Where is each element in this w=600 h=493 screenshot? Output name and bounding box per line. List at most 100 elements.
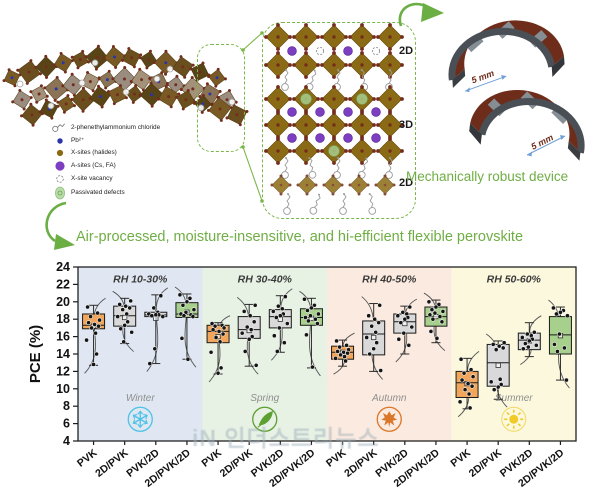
octahedron — [11, 88, 33, 111]
layer-2d-bottom — [270, 174, 396, 216]
data-point — [344, 342, 349, 348]
data-point — [461, 370, 467, 376]
data-point — [270, 308, 276, 314]
data-point — [312, 302, 317, 308]
perovskite-sheet-illustration — [2, 44, 249, 127]
data-point — [185, 356, 191, 362]
data-point — [315, 321, 320, 326]
data-point — [333, 355, 338, 361]
box-group-spring-2D-PVK-2D — [299, 290, 323, 377]
data-point — [177, 292, 183, 298]
x-tick-label: 2D/PVK — [467, 447, 505, 480]
data-point — [216, 328, 222, 334]
data-point — [374, 340, 380, 346]
data-point — [493, 347, 499, 353]
data-point — [457, 399, 463, 405]
octahedron — [156, 84, 181, 109]
octahedron — [88, 84, 113, 109]
bent-devices: 5 mm 5 mm — [425, 14, 597, 166]
pb-icon — [52, 136, 67, 146]
distribution-curve — [299, 290, 321, 377]
box-group-autumn-PVK — [331, 332, 355, 375]
device-caption: Mechanically robust device — [406, 169, 569, 184]
data-point — [151, 305, 157, 311]
data-point — [244, 324, 250, 330]
data-point — [305, 308, 310, 313]
data-point — [342, 354, 347, 360]
data-point — [531, 329, 537, 335]
data-point — [249, 334, 255, 339]
data-point — [564, 377, 569, 383]
x-tick-label: PVK — [75, 447, 100, 470]
data-point — [180, 302, 186, 308]
data-point — [343, 358, 348, 364]
data-point — [190, 314, 196, 319]
data-point — [271, 333, 277, 339]
data-point — [153, 312, 159, 318]
y-tick-label: 24 — [56, 260, 70, 274]
data-point — [274, 348, 280, 354]
data-point — [501, 340, 507, 346]
watermark: iN 인더스트리뉴스 — [192, 425, 380, 451]
layer-3d — [263, 84, 405, 166]
molecule-icon — [52, 121, 67, 134]
data-point — [409, 324, 415, 330]
data-point — [220, 331, 226, 337]
data-point — [248, 327, 254, 333]
legend-item-label: A-sites (Cs, FA) — [71, 162, 116, 170]
data-point — [125, 319, 131, 325]
data-point — [247, 313, 253, 319]
passivated-defect-marker — [328, 145, 340, 157]
data-point — [470, 374, 476, 380]
data-point — [400, 309, 406, 315]
data-point — [121, 339, 127, 345]
data-point — [88, 314, 93, 319]
data-point — [429, 307, 435, 313]
data-point — [526, 338, 532, 344]
octahedron — [225, 103, 249, 127]
box-group-spring-2D-PVK — [236, 297, 261, 375]
legend-item: X-site vacancy — [52, 174, 182, 184]
data-point — [469, 383, 475, 389]
data-point — [313, 316, 318, 322]
data-point — [118, 326, 124, 332]
data-point — [372, 316, 378, 322]
plot-border — [77, 266, 577, 442]
box-group-summer-2D-PVK — [485, 333, 510, 408]
data-point — [371, 346, 377, 352]
data-point — [160, 314, 166, 319]
data-point — [284, 321, 290, 326]
data-point — [364, 335, 370, 340]
data-point — [439, 319, 445, 325]
data-point — [459, 377, 465, 383]
x-tick-label: 2D/PVK — [93, 447, 131, 480]
data-point — [496, 343, 502, 349]
rh-region-label: RH 30-40% — [238, 274, 293, 286]
layer-label-3d: 3D — [399, 119, 413, 131]
box-group-autumn-2D-PVK — [361, 296, 386, 380]
y-tick-label: 12 — [56, 364, 70, 378]
legend-item: A-sites (Cs, FA) — [52, 160, 182, 172]
y-tick-label: 10 — [56, 382, 70, 396]
legend-item-label: X-site vacancy — [71, 175, 113, 183]
data-point — [97, 317, 102, 323]
legend-item-label: X-sites (halides) — [71, 149, 117, 157]
data-point — [209, 321, 215, 326]
mean-marker — [495, 362, 501, 368]
data-point — [84, 337, 89, 343]
data-point — [554, 311, 559, 317]
data-point — [367, 351, 373, 357]
data-point — [246, 336, 252, 342]
box-group-spring-PVK-2D — [268, 288, 293, 361]
data-point — [345, 350, 350, 356]
data-point — [519, 335, 525, 340]
box-group-summer-2D-PVK-2D — [548, 299, 572, 389]
layer-label-2d-bottom: 2D — [399, 177, 413, 189]
rh-region-label: RH 50-60% — [487, 274, 542, 286]
headline: Air-processed, moisture-insensitive, and… — [76, 229, 524, 245]
data-point — [117, 302, 123, 307]
bent-device-lower: 5 mm — [467, 84, 587, 160]
scale-label: 5 mm — [470, 68, 496, 85]
box-group-winter-PVK-2D — [144, 287, 169, 372]
box-group-spring-PVK — [206, 315, 231, 383]
